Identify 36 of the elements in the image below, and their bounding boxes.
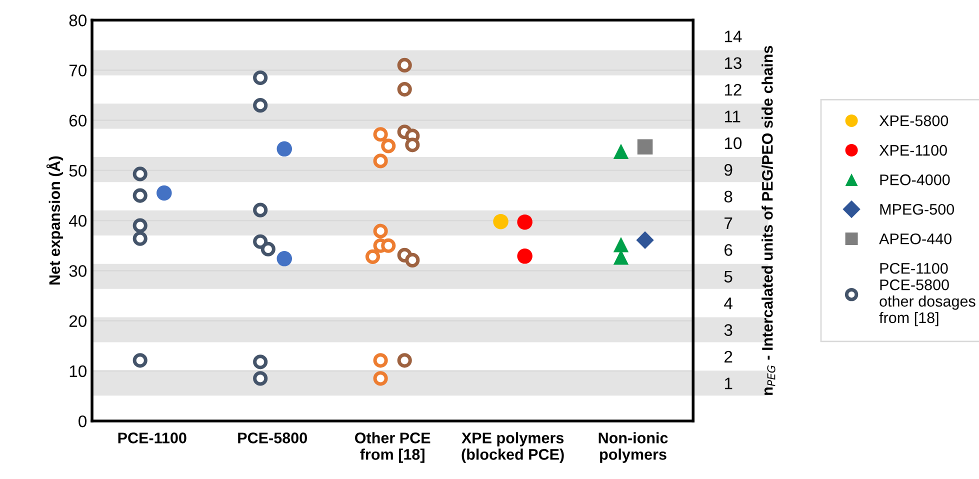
- legend-label: PCE-1100 PCE-5800 other dosages from [18]: [879, 262, 976, 326]
- y2-tick-label: 3: [724, 324, 732, 336]
- y2-tick-label: 11: [724, 110, 740, 122]
- x-tick-label: PCE-1100: [118, 432, 186, 444]
- y-tick-label: 70: [69, 64, 87, 76]
- y-tick-label: 80: [69, 14, 87, 26]
- y2-axis-title: n$_{PEG}$ - Intercalated units of PEG/PEO side chains: [762, 46, 776, 395]
- x-tick-label: Other PCE from [18]: [355, 432, 430, 463]
- legend-label: APEO-440: [879, 233, 952, 244]
- y-tick-label: 0: [78, 415, 87, 428]
- y-tick-label: 50: [69, 164, 87, 177]
- y-tick-label: 10: [70, 365, 87, 378]
- y2-tick-label: 7: [724, 218, 732, 230]
- y-axis-title: Net expansion (Å): [46, 156, 64, 284]
- y2-tick-label: 13: [724, 57, 742, 70]
- legend-label: MPEG-500: [880, 204, 954, 215]
- y-tick-label: 60: [69, 114, 87, 127]
- legend-label: XPE-1100: [879, 144, 947, 156]
- y2-tick-label: 1: [724, 378, 732, 390]
- x-tick-label: Non-ionic polymers: [598, 432, 668, 463]
- legend-label: XPE-5800: [879, 115, 948, 126]
- y2-tick-label: 10: [724, 137, 742, 150]
- y-tick-label: 20: [69, 315, 87, 328]
- x-tick-label: XPE polymers (blocked PCE): [462, 432, 564, 463]
- y2-tick-label: 4: [724, 298, 732, 310]
- y2-tick-label: 14: [724, 30, 742, 42]
- legend-label: PEO-4000: [880, 174, 950, 186]
- y2-tick-label: 5: [724, 270, 732, 283]
- y2-tick-label: 8: [724, 190, 732, 202]
- y-tick-label: 30: [69, 265, 87, 277]
- y2-tick-label: 2: [724, 350, 732, 362]
- y2-tick-label: 6: [724, 244, 732, 256]
- x-tick-label: PCE-5800: [238, 432, 307, 444]
- y-tick-label: 40: [69, 214, 87, 227]
- y2-tick-label: 9: [724, 164, 732, 176]
- y2-tick-label: 12: [724, 84, 742, 96]
